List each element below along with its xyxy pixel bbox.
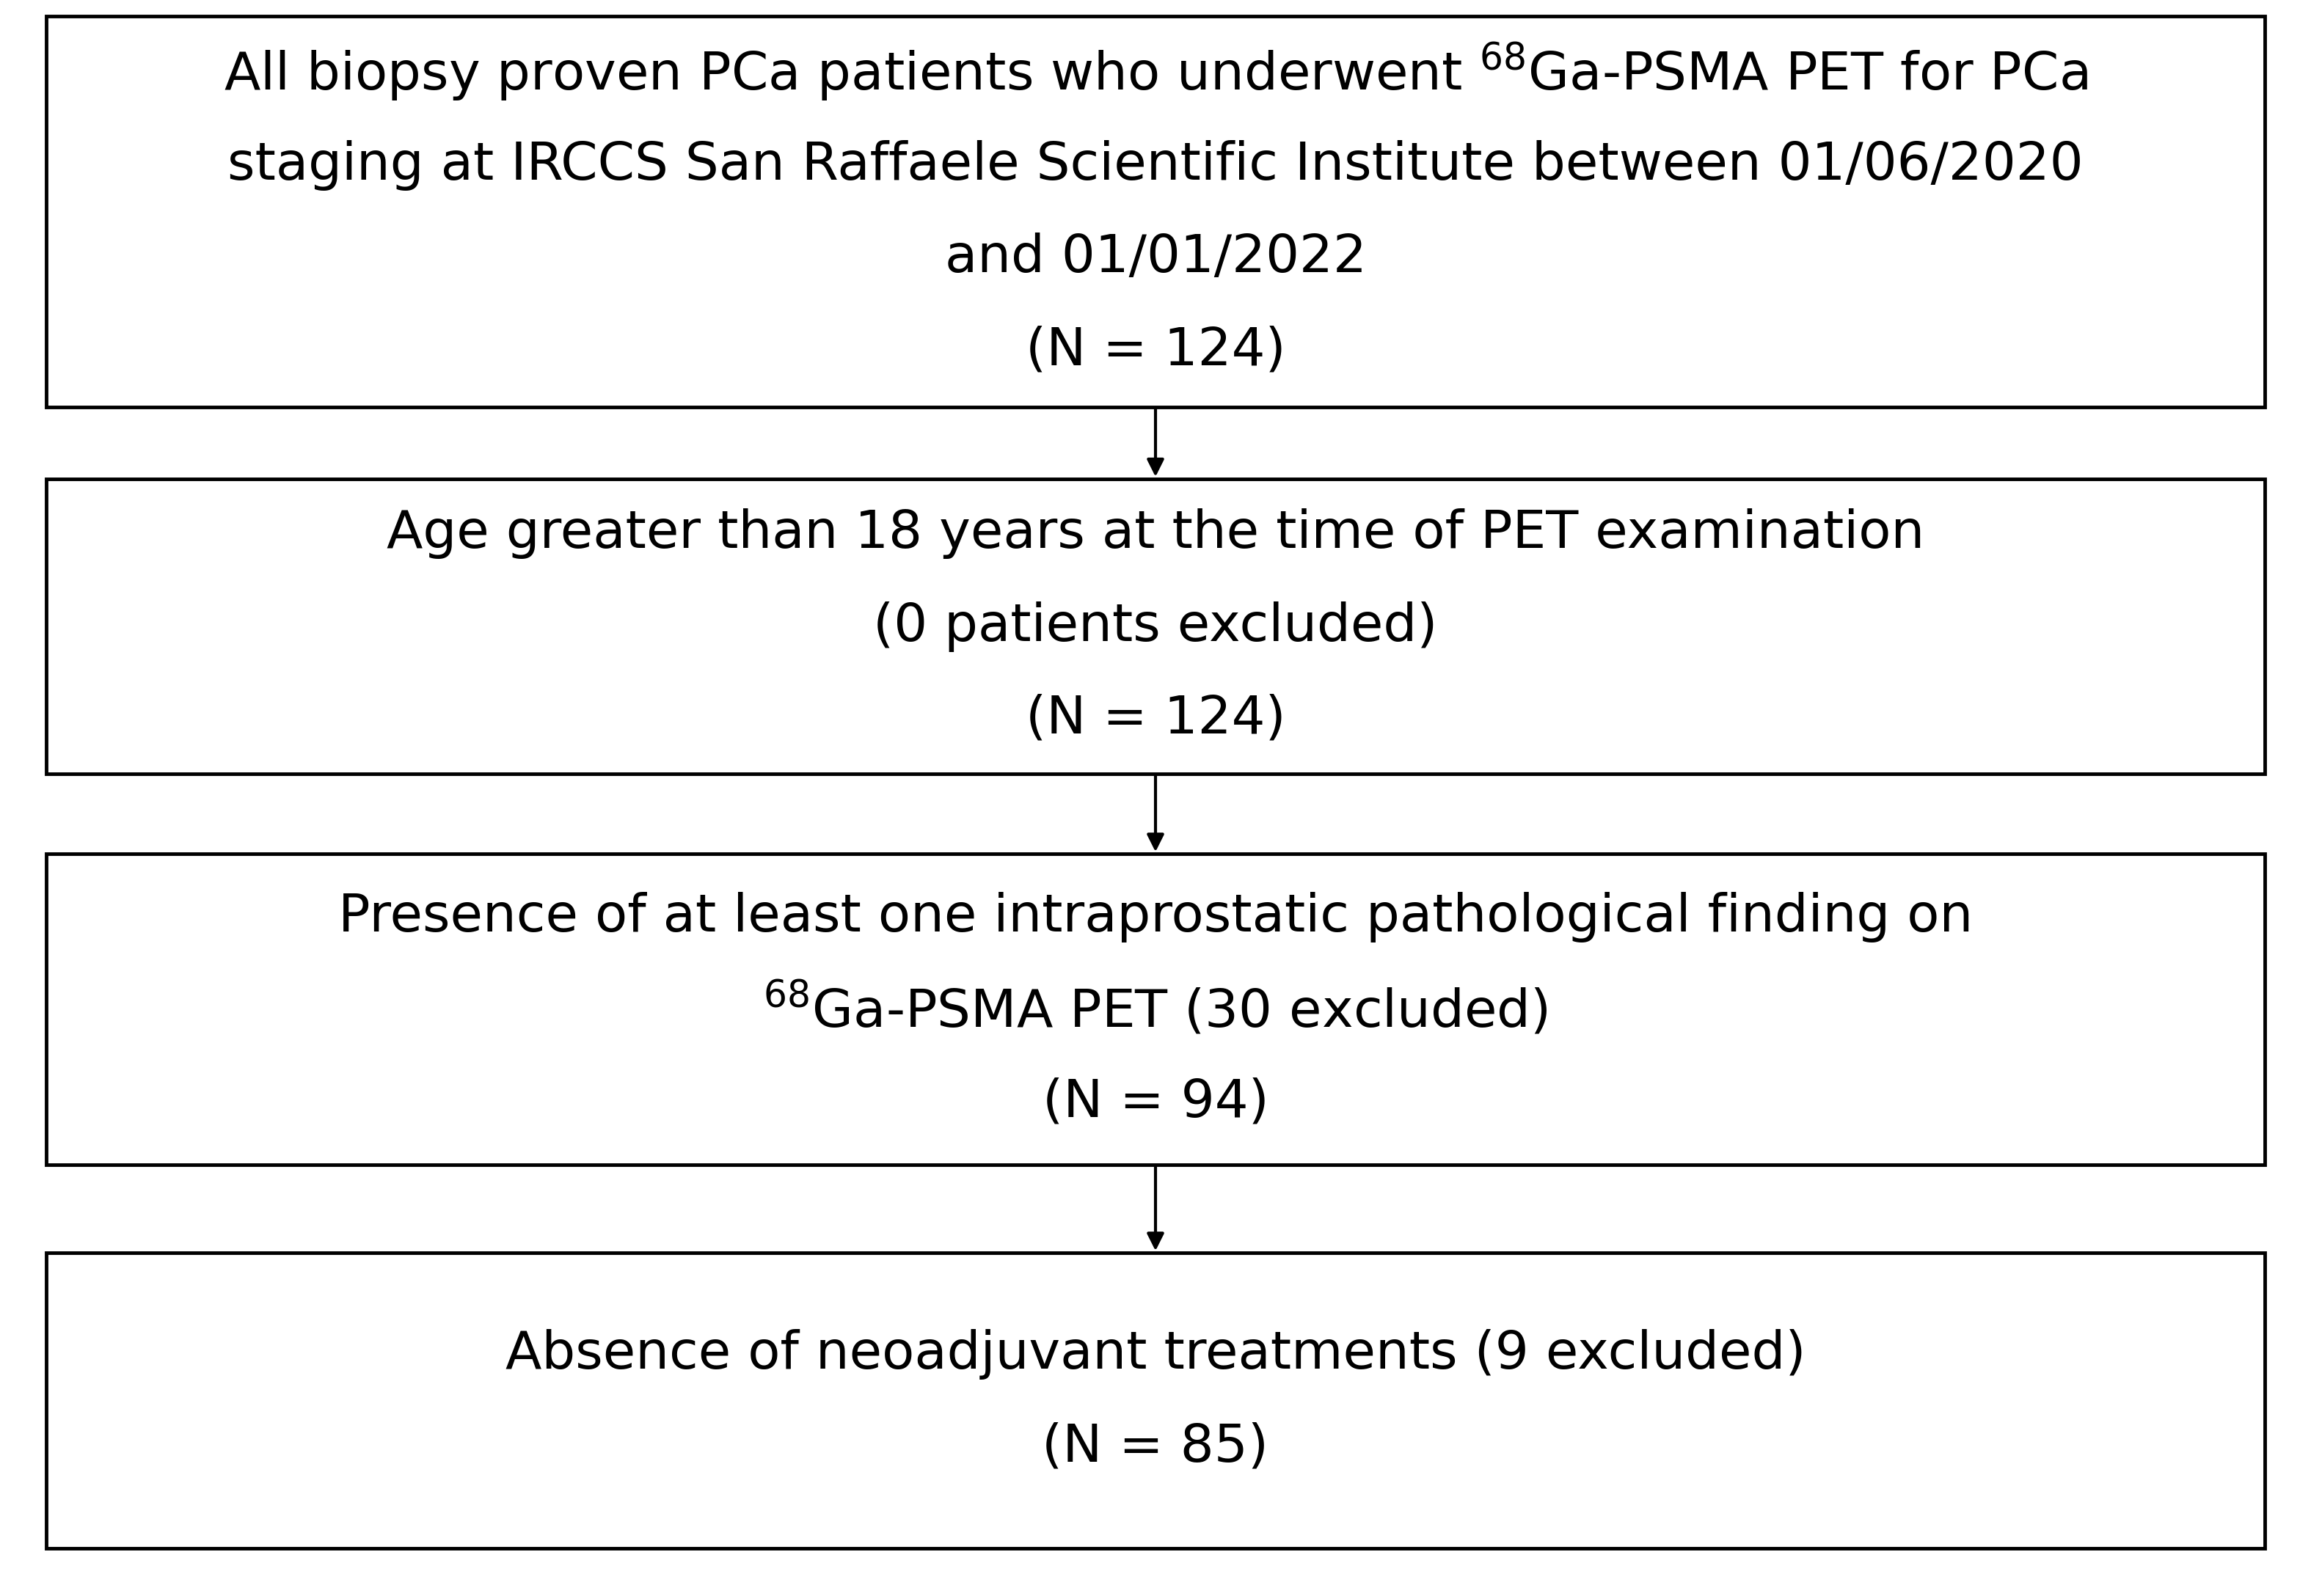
FancyBboxPatch shape — [46, 854, 2265, 1165]
Text: (N = 94): (N = 94) — [1042, 1077, 1269, 1127]
Text: Presence of at least one intraprostatic pathological finding on: Presence of at least one intraprostatic … — [337, 892, 1974, 942]
Text: Age greater than 18 years at the time of PET examination: Age greater than 18 years at the time of… — [386, 509, 1925, 559]
Text: (N = 124): (N = 124) — [1026, 326, 1285, 375]
Text: Absence of neoadjuvant treatments (9 excluded): Absence of neoadjuvant treatments (9 exc… — [506, 1329, 1805, 1379]
Text: (N = 85): (N = 85) — [1042, 1422, 1269, 1472]
FancyBboxPatch shape — [46, 1253, 2265, 1548]
Text: (N = 124): (N = 124) — [1026, 694, 1285, 744]
Text: All biopsy proven PCa patients who underwent $^{68}$Ga-PSMA PET for PCa: All biopsy proven PCa patients who under… — [224, 41, 2087, 104]
Text: staging at IRCCS San Raffaele Scientific Institute between 01/06/2020: staging at IRCCS San Raffaele Scientific… — [226, 140, 2085, 190]
FancyBboxPatch shape — [46, 479, 2265, 774]
Text: $^{68}$Ga-PSMA PET (30 excluded): $^{68}$Ga-PSMA PET (30 excluded) — [763, 980, 1548, 1039]
FancyBboxPatch shape — [46, 16, 2265, 407]
Text: and 01/01/2022: and 01/01/2022 — [945, 233, 1366, 282]
Text: (0 patients excluded): (0 patients excluded) — [874, 602, 1437, 651]
